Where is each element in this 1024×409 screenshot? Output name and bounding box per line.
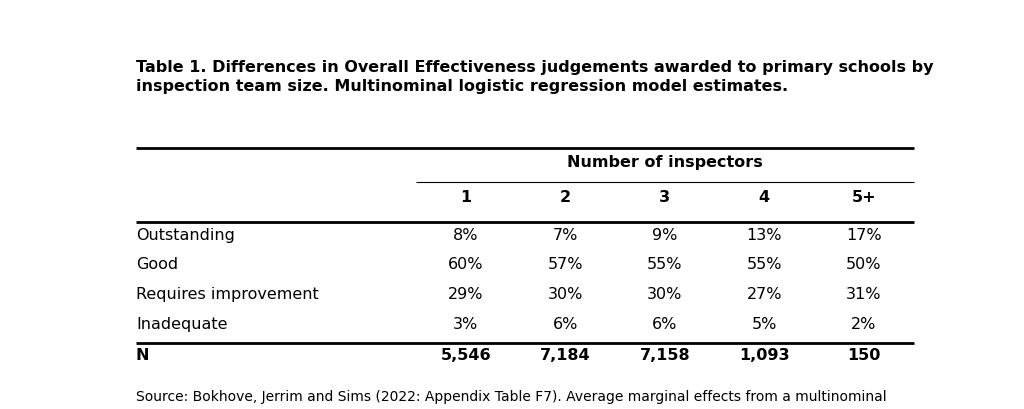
Text: 13%: 13% (746, 227, 782, 242)
Text: 150: 150 (847, 348, 881, 363)
Text: 2%: 2% (851, 316, 877, 331)
Text: 57%: 57% (548, 256, 583, 272)
Text: Source: Bokhove, Jerrim and Sims (2022: Appendix Table F7). Average marginal eff: Source: Bokhove, Jerrim and Sims (2022: … (136, 389, 898, 409)
Text: 7%: 7% (553, 227, 578, 242)
Text: 30%: 30% (548, 286, 583, 301)
Text: 3: 3 (659, 189, 671, 204)
Text: 4: 4 (759, 189, 770, 204)
Text: 7,184: 7,184 (540, 348, 591, 363)
Text: 30%: 30% (647, 286, 682, 301)
Text: 50%: 50% (846, 256, 882, 272)
Text: Good: Good (136, 256, 178, 272)
Text: 17%: 17% (846, 227, 882, 242)
Text: 55%: 55% (647, 256, 683, 272)
Text: 3%: 3% (453, 316, 478, 331)
Text: 2: 2 (560, 189, 570, 204)
Text: Outstanding: Outstanding (136, 227, 234, 242)
Text: 7,158: 7,158 (639, 348, 690, 363)
Text: 5+: 5+ (852, 189, 877, 204)
Text: Inadequate: Inadequate (136, 316, 227, 331)
Text: 8%: 8% (453, 227, 478, 242)
Text: 6%: 6% (652, 316, 678, 331)
Text: N: N (136, 348, 150, 363)
Text: Table 1. Differences in Overall Effectiveness judgements awarded to primary scho: Table 1. Differences in Overall Effectiv… (136, 60, 934, 94)
Text: 55%: 55% (746, 256, 782, 272)
Text: Requires improvement: Requires improvement (136, 286, 318, 301)
Text: 60%: 60% (447, 256, 483, 272)
Text: 27%: 27% (746, 286, 782, 301)
Text: 6%: 6% (553, 316, 578, 331)
Text: 31%: 31% (846, 286, 882, 301)
Text: 9%: 9% (652, 227, 678, 242)
Text: 5%: 5% (752, 316, 777, 331)
Text: 1: 1 (460, 189, 471, 204)
Text: Number of inspectors: Number of inspectors (567, 155, 763, 170)
Text: 29%: 29% (447, 286, 483, 301)
Text: 5,546: 5,546 (440, 348, 490, 363)
Text: 1,093: 1,093 (739, 348, 790, 363)
